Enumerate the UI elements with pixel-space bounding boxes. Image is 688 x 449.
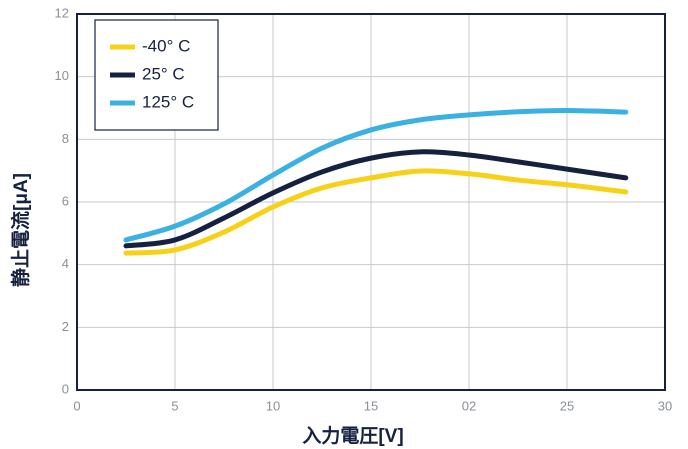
x-tick-label: 25 (560, 398, 574, 413)
x-tick-label: 15 (364, 398, 378, 413)
x-tick-label: 02 (462, 398, 476, 413)
series-line (123, 168, 629, 256)
x-tick-label: 5 (171, 398, 178, 413)
y-tick-label: 2 (62, 319, 69, 334)
y-tick-label: 8 (62, 131, 69, 146)
y-tick-label: 12 (55, 5, 69, 20)
x-axis-label: 入力電圧[V] (302, 424, 403, 447)
series-line (123, 108, 629, 243)
y-tick-label: 10 (55, 68, 69, 83)
legend-label: 25° C (142, 64, 185, 83)
plot-frame (76, 13, 666, 391)
y-axis-label: 静止電流[μA] (9, 173, 32, 287)
series-line (123, 149, 629, 249)
y-tick-label: 4 (62, 256, 69, 271)
legend-label: 125° C (142, 92, 194, 111)
y-tick-label: 0 (62, 381, 69, 396)
legend-label: -40° C (142, 36, 190, 55)
x-tick-label: 30 (658, 398, 672, 413)
x-tick-label: 0 (73, 398, 80, 413)
x-tick-label: 10 (266, 398, 280, 413)
y-tick-label: 6 (62, 193, 69, 208)
